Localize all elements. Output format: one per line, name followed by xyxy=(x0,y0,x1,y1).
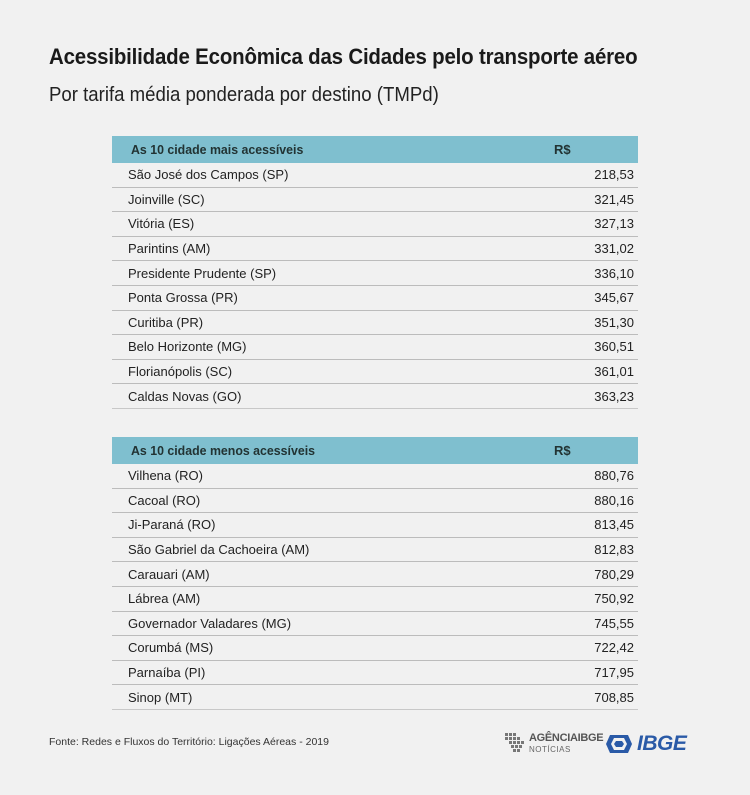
row-city: Parnaíba (PI) xyxy=(128,665,206,681)
table-row: Curitiba (PR) 351,30 xyxy=(112,311,638,336)
table-row: Belo Horizonte (MG) 360,51 xyxy=(112,335,638,360)
table-row: Ponta Grossa (PR) 345,67 xyxy=(112,286,638,311)
row-value: 813,45 xyxy=(594,517,634,533)
source-footnote: Fonte: Redes e Fluxos do Território: Lig… xyxy=(49,736,329,748)
row-value: 327,13 xyxy=(594,216,634,232)
agencia-logo-subtext: NOTÍCIAS xyxy=(529,744,571,754)
table-row: Vitória (ES) 327,13 xyxy=(112,212,638,237)
row-city: Ji-Paraná (RO) xyxy=(128,517,216,533)
row-city: Carauari (AM) xyxy=(128,566,210,582)
brazil-map-icon xyxy=(505,733,524,752)
row-value: 363,23 xyxy=(594,388,634,404)
table-body: Vilhena (RO) 880,76 Cacoal (RO) 880,16 Ji-Pa… xyxy=(112,464,638,710)
row-value: 321,45 xyxy=(594,191,634,207)
row-value: 722,42 xyxy=(594,640,634,656)
table-row: Corumbá (MS) 722,42 xyxy=(112,636,638,661)
row-value: 708,85 xyxy=(594,689,634,705)
row-city: Lábrea (AM) xyxy=(128,591,201,607)
header-city-label: As 10 cidade menos acessíveis xyxy=(131,443,316,458)
table-body: São José dos Campos (SP) 218,53 Joinville … xyxy=(112,163,638,409)
row-city: Cacoal (RO) xyxy=(128,492,201,508)
agencia-ibge-logo: AGÊNCIAIBGE NOTÍCIAS xyxy=(503,728,604,758)
table-row: Parnaíba (PI) 717,95 xyxy=(112,661,638,686)
row-city: Presidente Prudente (SP) xyxy=(128,265,277,281)
table-row: Vilhena (RO) 880,76 xyxy=(112,464,638,489)
ibge-logo: IBGE xyxy=(606,730,687,758)
table-row: Cacoal (RO) 880,16 xyxy=(112,489,638,514)
row-city: Corumbá (MS) xyxy=(128,640,214,656)
row-city: São José dos Campos (SP) xyxy=(128,167,289,183)
row-city: Vilhena (RO) xyxy=(128,468,203,484)
table-header: As 10 cidade mais acessíveis R$ xyxy=(112,136,638,163)
row-city: Parintins (AM) xyxy=(128,241,211,257)
table-most-accessible: As 10 cidade mais acessíveis R$ São José… xyxy=(112,136,638,409)
row-value: 812,83 xyxy=(594,542,634,558)
table-row: Caldas Novas (GO) 363,23 xyxy=(112,384,638,409)
row-value: 745,55 xyxy=(594,615,634,631)
header-value-label: R$ xyxy=(554,142,571,157)
row-city: São Gabriel da Cachoeira (AM) xyxy=(128,542,310,558)
table-row: São Gabriel da Cachoeira (AM) 812,83 xyxy=(112,538,638,563)
row-value: 750,92 xyxy=(594,591,634,607)
page-title: Acessibilidade Econômica das Cidades pel… xyxy=(49,44,638,69)
row-city: Curitiba (PR) xyxy=(128,314,204,330)
row-city: Caldas Novas (GO) xyxy=(128,388,242,404)
page-subtitle: Por tarifa média ponderada por destino (… xyxy=(49,84,439,106)
header-city-label: As 10 cidade mais acessíveis xyxy=(131,142,304,157)
table-row: Ji-Paraná (RO) 813,45 xyxy=(112,513,638,538)
row-city: Governador Valadares (MG) xyxy=(128,615,292,631)
row-value: 780,29 xyxy=(594,566,634,582)
row-value: 880,76 xyxy=(594,468,634,484)
row-city: Vitória (ES) xyxy=(128,216,195,232)
row-value: 345,67 xyxy=(594,290,634,306)
table-row: Presidente Prudente (SP) 336,10 xyxy=(112,261,638,286)
ibge-logo-text: IBGE xyxy=(637,732,687,755)
ibge-emblem-icon xyxy=(606,735,632,753)
table-row: Joinville (SC) 321,45 xyxy=(112,188,638,213)
table-least-accessible: As 10 cidade menos acessíveis R$ Vilhena… xyxy=(112,437,638,710)
row-city: Joinville (SC) xyxy=(128,191,205,207)
row-value: 336,10 xyxy=(594,265,634,281)
agencia-logo-text: AGÊNCIAIBGE xyxy=(529,731,604,744)
table-header: As 10 cidade menos acessíveis R$ xyxy=(112,437,638,464)
row-value: 331,02 xyxy=(594,241,634,257)
row-city: Belo Horizonte (MG) xyxy=(128,339,247,355)
row-value: 717,95 xyxy=(594,665,634,681)
row-value: 361,01 xyxy=(594,364,634,380)
row-value: 880,16 xyxy=(594,492,634,508)
row-city: Sinop (MT) xyxy=(128,689,193,705)
table-row: Carauari (AM) 780,29 xyxy=(112,562,638,587)
table-row: São José dos Campos (SP) 218,53 xyxy=(112,163,638,188)
header-value-label: R$ xyxy=(554,443,571,458)
row-city: Ponta Grossa (PR) xyxy=(128,290,238,306)
row-value: 351,30 xyxy=(594,314,634,330)
table-row: Sinop (MT) 708,85 xyxy=(112,685,638,710)
table-row: Florianópolis (SC) 361,01 xyxy=(112,360,638,385)
row-value: 218,53 xyxy=(594,167,634,183)
table-row: Lábrea (AM) 750,92 xyxy=(112,587,638,612)
table-row: Parintins (AM) 331,02 xyxy=(112,237,638,262)
row-city: Florianópolis (SC) xyxy=(128,364,233,380)
table-row: Governador Valadares (MG) 745,55 xyxy=(112,612,638,637)
row-value: 360,51 xyxy=(594,339,634,355)
